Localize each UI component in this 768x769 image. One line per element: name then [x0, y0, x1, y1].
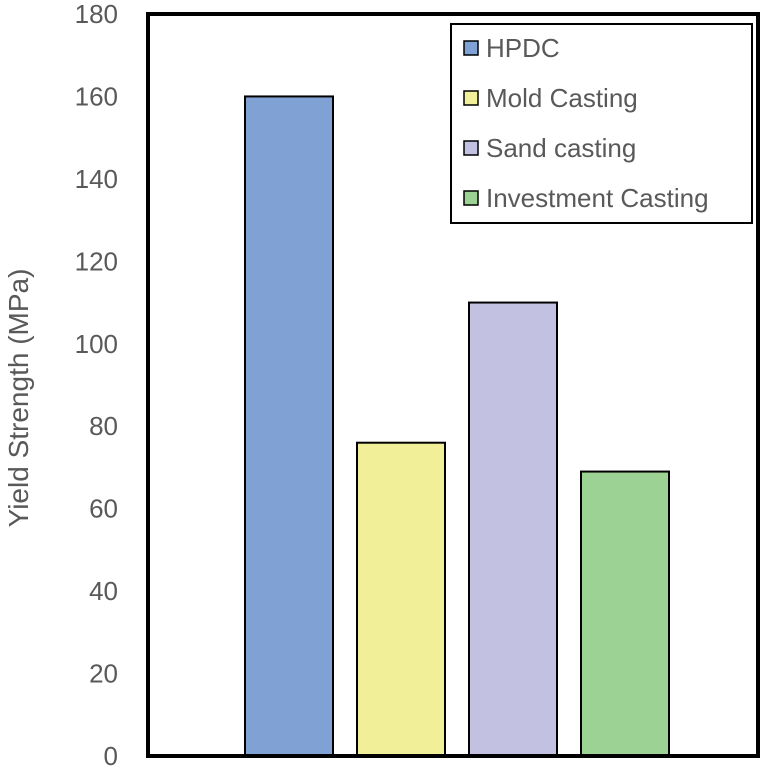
y-axis-ticks: 0 20 40 60 80 100 120 140 160 180 [75, 0, 118, 769]
legend-label: Sand casting [486, 133, 636, 163]
bar-hpdc [244, 95, 334, 757]
bars [244, 95, 670, 757]
bar-sand-casting [468, 301, 558, 757]
plot-area-frame [146, 12, 760, 758]
y-tick-label: 160 [75, 81, 118, 111]
y-tick-label: 80 [89, 411, 118, 441]
y-tick-label: 60 [89, 494, 118, 524]
y-tick-label: 120 [75, 246, 118, 276]
bar-investment-casting [580, 470, 670, 757]
y-tick-label: 100 [75, 329, 118, 359]
legend-label: Mold Casting [486, 83, 638, 113]
legend-swatch [463, 140, 479, 156]
legend-swatch [463, 90, 479, 106]
y-tick-label: 20 [89, 659, 118, 689]
legend: HPDC Mold Casting Sand casting Investment C… [450, 23, 753, 224]
legend-label: HPDC [486, 33, 560, 63]
bar-mold-casting [356, 441, 446, 757]
y-tick-label: 40 [89, 576, 118, 606]
y-tick-label: 140 [75, 164, 118, 194]
legend-swatch [463, 190, 479, 206]
y-tick-label: 0 [104, 741, 118, 769]
y-tick-label: 180 [75, 0, 118, 29]
legend-swatch [463, 40, 479, 56]
y-axis-title: Yield Strength (MPa) [3, 269, 34, 528]
legend-label: Investment Casting [486, 183, 709, 213]
legend-box [450, 23, 753, 224]
